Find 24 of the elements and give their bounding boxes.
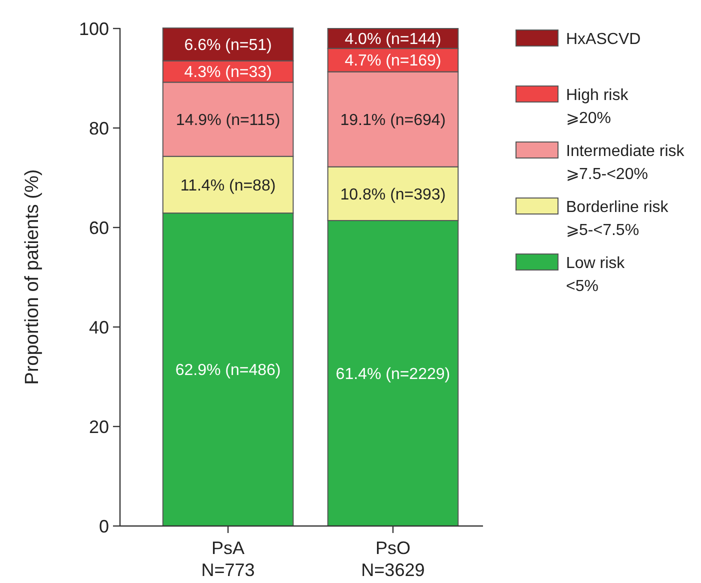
y-tick-label: 40 bbox=[88, 317, 109, 338]
data-label: 62.9% (n=486) bbox=[175, 362, 281, 380]
data-label: 6.6% (n=51) bbox=[184, 37, 272, 54]
y-tick-label: 80 bbox=[88, 118, 109, 138]
y-axis-title: Proportion of patients (%) bbox=[22, 169, 43, 385]
legend-label: HxASCVD bbox=[566, 31, 641, 48]
legend-label: Low risk <5% bbox=[566, 255, 626, 295]
x-tick-label: PsA N=773 bbox=[201, 538, 255, 580]
data-label: 4.7% (n=169) bbox=[344, 52, 442, 70]
y-tick-label: 0 bbox=[98, 516, 109, 536]
legend-label: High risk ⩾20% bbox=[566, 87, 630, 127]
data-label: 19.1% (n=694) bbox=[340, 112, 446, 129]
data-label: 14.9% (n=115) bbox=[176, 112, 280, 129]
data-label: 10.8% (n=393) bbox=[340, 186, 446, 204]
x-tick-label: PsO N=3629 bbox=[361, 538, 425, 580]
data-label: 61.4% (n=2229) bbox=[336, 366, 450, 383]
legend-label: Borderline risk ⩾5-<7.5% bbox=[566, 199, 670, 239]
legend-label: Intermediate risk ⩾7.5-<20% bbox=[566, 143, 686, 183]
data-label: 4.3% (n=33) bbox=[184, 64, 272, 82]
data-label: 11.4% (n=88) bbox=[180, 177, 276, 194]
y-tick-label: 100 bbox=[78, 18, 109, 39]
y-tick-label: 20 bbox=[88, 416, 109, 437]
y-tick-label: 60 bbox=[88, 218, 109, 238]
data-label: 4.0% (n=144) bbox=[344, 31, 442, 48]
